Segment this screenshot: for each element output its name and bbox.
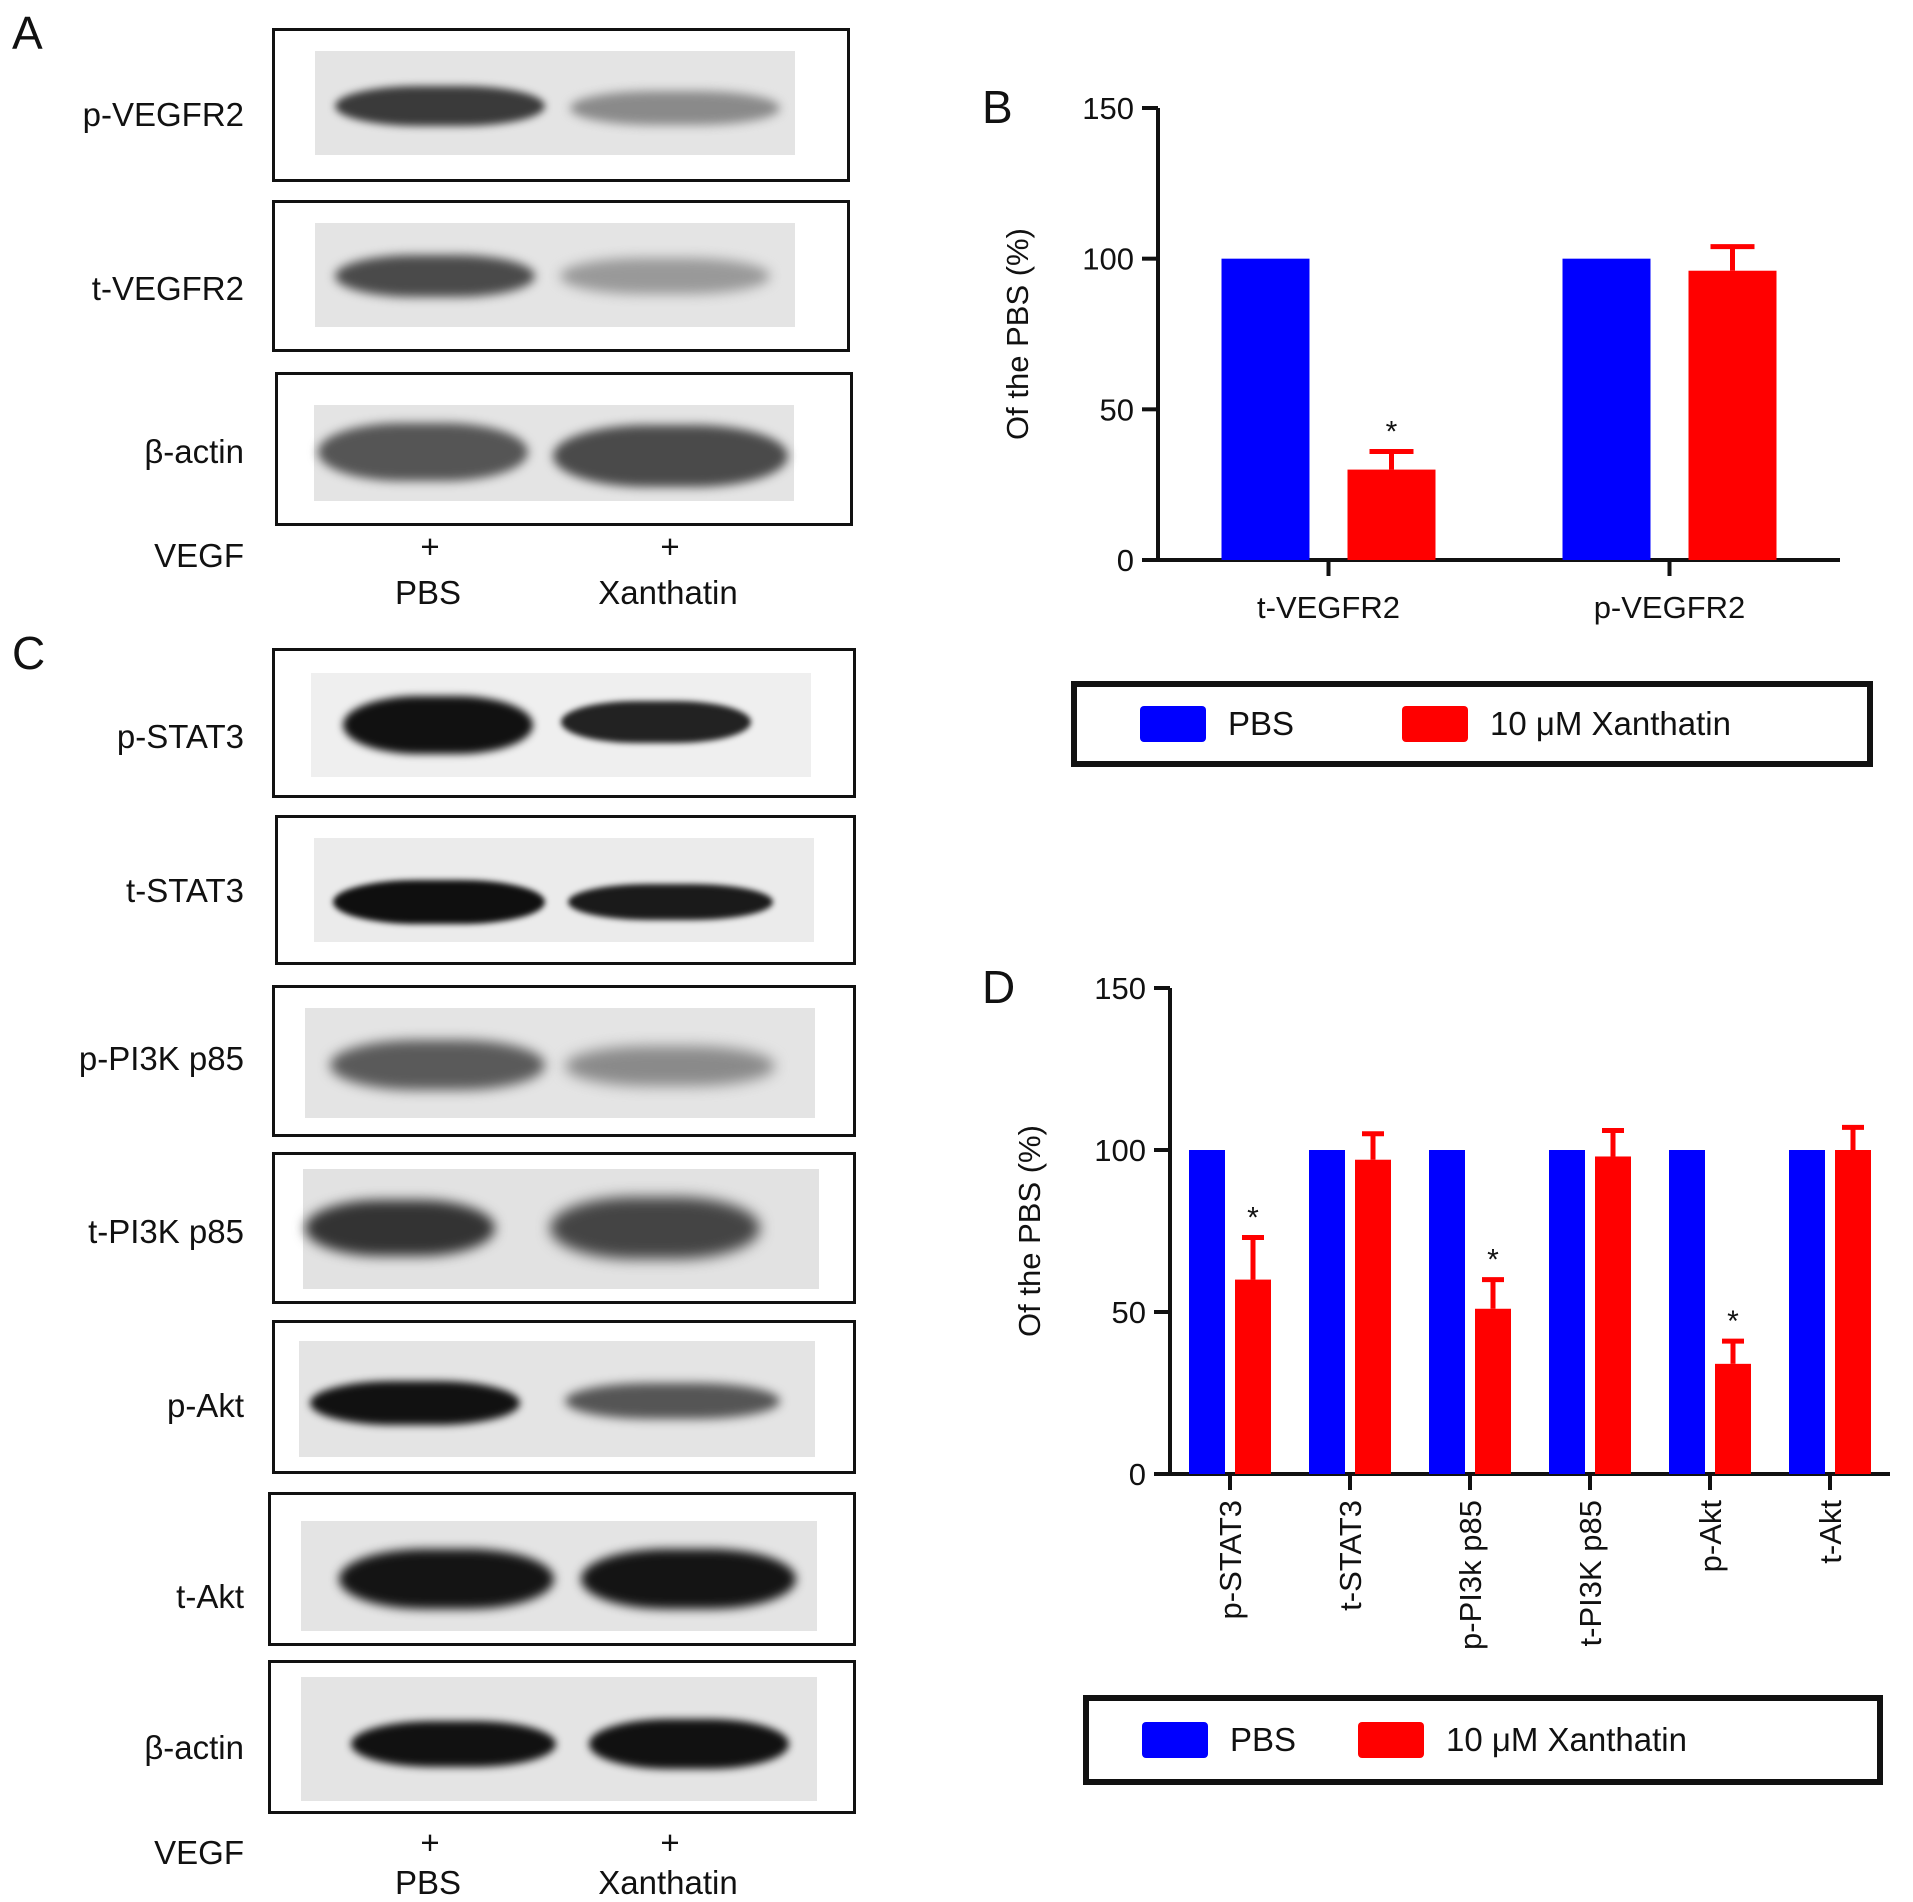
legend-label: PBS [1228,705,1294,742]
y-tick-label: 50 [1100,392,1134,427]
plus-sign: + [420,1824,440,1861]
y-tick-label: 0 [1117,543,1134,578]
legend-box [1071,681,1873,767]
lane-label-pbs: PBS [394,1864,462,1901]
bar-pbs [1429,1150,1465,1474]
blot-image [275,372,853,526]
significance-marker: * [1487,1244,1499,1277]
bar-xanthatin [1475,1308,1511,1474]
bar-xanthatin [1595,1156,1631,1474]
blot-image [268,1660,856,1814]
lane-label-xanthatin: Xanthatin [598,574,738,611]
y-tick-label: 150 [1094,971,1146,1006]
bar-pbs [1669,1150,1705,1474]
plus-sign: + [420,528,440,565]
legend-swatch-xanthatin [1402,706,1468,742]
legend-swatch-xanthatin [1358,1722,1424,1758]
x-tick-label: p-PI3k p85 [1453,1500,1488,1650]
blot-label: p-PI3K p85 [78,1040,244,1077]
bar-xanthatin [1835,1150,1871,1474]
bar-pbs [1549,1150,1585,1474]
vegf-label: VEGF [154,537,244,574]
blot-image [272,648,856,798]
blot-image [272,1152,856,1304]
blot-image [268,1492,856,1646]
bar-xanthatin [1355,1159,1391,1474]
bar-chart-d: 0 50 100 150 Of the PBS (%) p-STAT3 * t-STAT3 p-… [1012,971,1890,1785]
blot-image [272,985,856,1137]
lane-label-pbs: PBS [394,574,462,611]
blot-label: β-actin [144,1729,244,1766]
panel-letter-d: D [982,961,1016,1013]
bar-pbs [1562,258,1651,560]
blot-label: t-STAT3 [126,872,244,909]
blot-label: β-actin [144,433,244,470]
bar-xanthatin [1688,270,1777,560]
y-tick-label: 50 [1112,1295,1146,1330]
legend-box [1083,1695,1883,1785]
significance-marker: * [1727,1305,1739,1338]
vegf-label: VEGF [154,1834,244,1871]
blot-label: p-VEGFR2 [82,96,244,133]
blot-label: t-PI3K p85 [88,1213,244,1250]
x-tick-label: p-Akt [1693,1500,1728,1573]
blot-label: t-Akt [176,1578,244,1615]
y-tick-label: 100 [1094,1133,1146,1168]
plus-sign: + [660,1824,680,1861]
blot-image [272,200,850,352]
significance-marker: * [1247,1201,1259,1234]
bar-pbs [1221,258,1310,560]
significance-marker: * [1386,416,1398,449]
panel-letter-c: C [12,627,46,679]
blot-label: p-Akt [166,1387,244,1424]
lane-label-xanthatin: Xanthatin [598,1864,738,1901]
bar-xanthatin [1347,469,1436,560]
panel-letter-b: B [982,81,1013,133]
bar-pbs [1189,1150,1225,1474]
legend-label: PBS [1230,1721,1296,1758]
x-tick-label: t-STAT3 [1333,1500,1368,1611]
legend-label: 10 μM Xanthatin [1446,1721,1687,1758]
legend-swatch-pbs [1142,1722,1208,1758]
bar-xanthatin [1715,1363,1751,1474]
bar-xanthatin [1235,1279,1271,1474]
y-tick-label: 100 [1082,242,1134,277]
y-axis-label: Of the PBS (%) [1012,1125,1047,1337]
blot-image [272,28,850,182]
blot-image [272,1320,856,1474]
blot-image [275,815,856,965]
plus-sign: + [660,528,680,565]
blot-label: p-STAT3 [116,718,244,755]
legend-swatch-pbs [1140,706,1206,742]
legend-label: 10 μM Xanthatin [1490,705,1731,742]
x-tick-label: t-VEGFR2 [1257,590,1400,625]
x-tick-label: p-VEGFR2 [1594,590,1746,625]
y-tick-label: 0 [1129,1457,1146,1492]
bar-pbs [1309,1150,1345,1474]
x-tick-label: p-STAT3 [1213,1500,1248,1619]
panel-letter-a: A [12,7,43,59]
bar-pbs [1789,1150,1825,1474]
x-tick-label: t-Akt [1813,1500,1848,1564]
y-axis-label: Of the PBS (%) [1000,228,1035,440]
blot-label: t-VEGFR2 [91,270,244,307]
x-tick-label: t-PI3K p85 [1573,1500,1608,1646]
y-tick-label: 150 [1082,91,1134,126]
bar-chart-b: 0 50 100 150 Of the PBS (%) t-VEGFR2 * p-VEGFR2… [1000,91,1873,767]
